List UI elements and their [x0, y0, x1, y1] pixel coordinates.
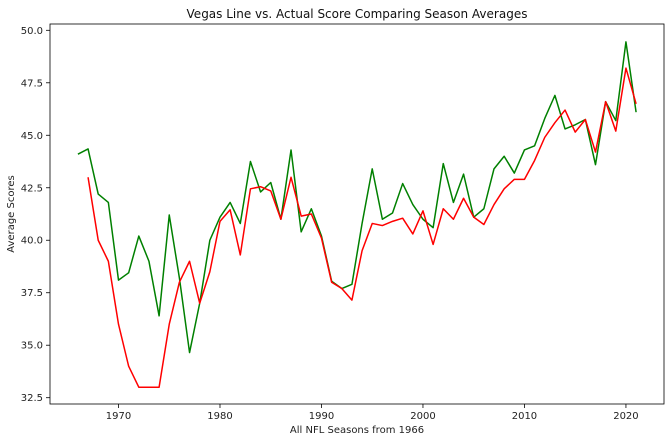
x-tick-label: 1970	[106, 411, 131, 422]
series-layer	[77, 41, 637, 388]
x-axis-label: All NFL Seasons from 1966	[290, 425, 424, 436]
y-tick-label: 45.0	[21, 131, 43, 142]
y-axis-label: Average Scores	[6, 175, 17, 252]
y-tick-label: 47.5	[21, 78, 43, 89]
axes-layer: 1970 1980 1990 2000 2010 2020 32.5 35.0 37.5 40.0…	[21, 26, 639, 422]
y-tick-label: 37.5	[21, 288, 43, 299]
y-tick-label: 40.0	[21, 236, 43, 247]
chart-title: Vegas Line vs. Actual Score Comparing Se…	[187, 7, 528, 21]
x-tick-label: 1980	[207, 411, 232, 422]
y-tick-label: 32.5	[21, 393, 43, 404]
series-line-2	[87, 67, 637, 388]
x-tick-label: 2020	[613, 411, 638, 422]
x-tick-label: 1990	[309, 411, 334, 422]
y-tick-label: 50.0	[21, 26, 43, 37]
y-tick-label: 42.5	[21, 183, 43, 194]
y-tick-label: 35.0	[21, 341, 43, 352]
x-tick-label: 2010	[512, 411, 537, 422]
plot-frame	[49, 23, 665, 405]
series-line-1	[77, 41, 637, 354]
x-tick-label: 2000	[410, 411, 435, 422]
